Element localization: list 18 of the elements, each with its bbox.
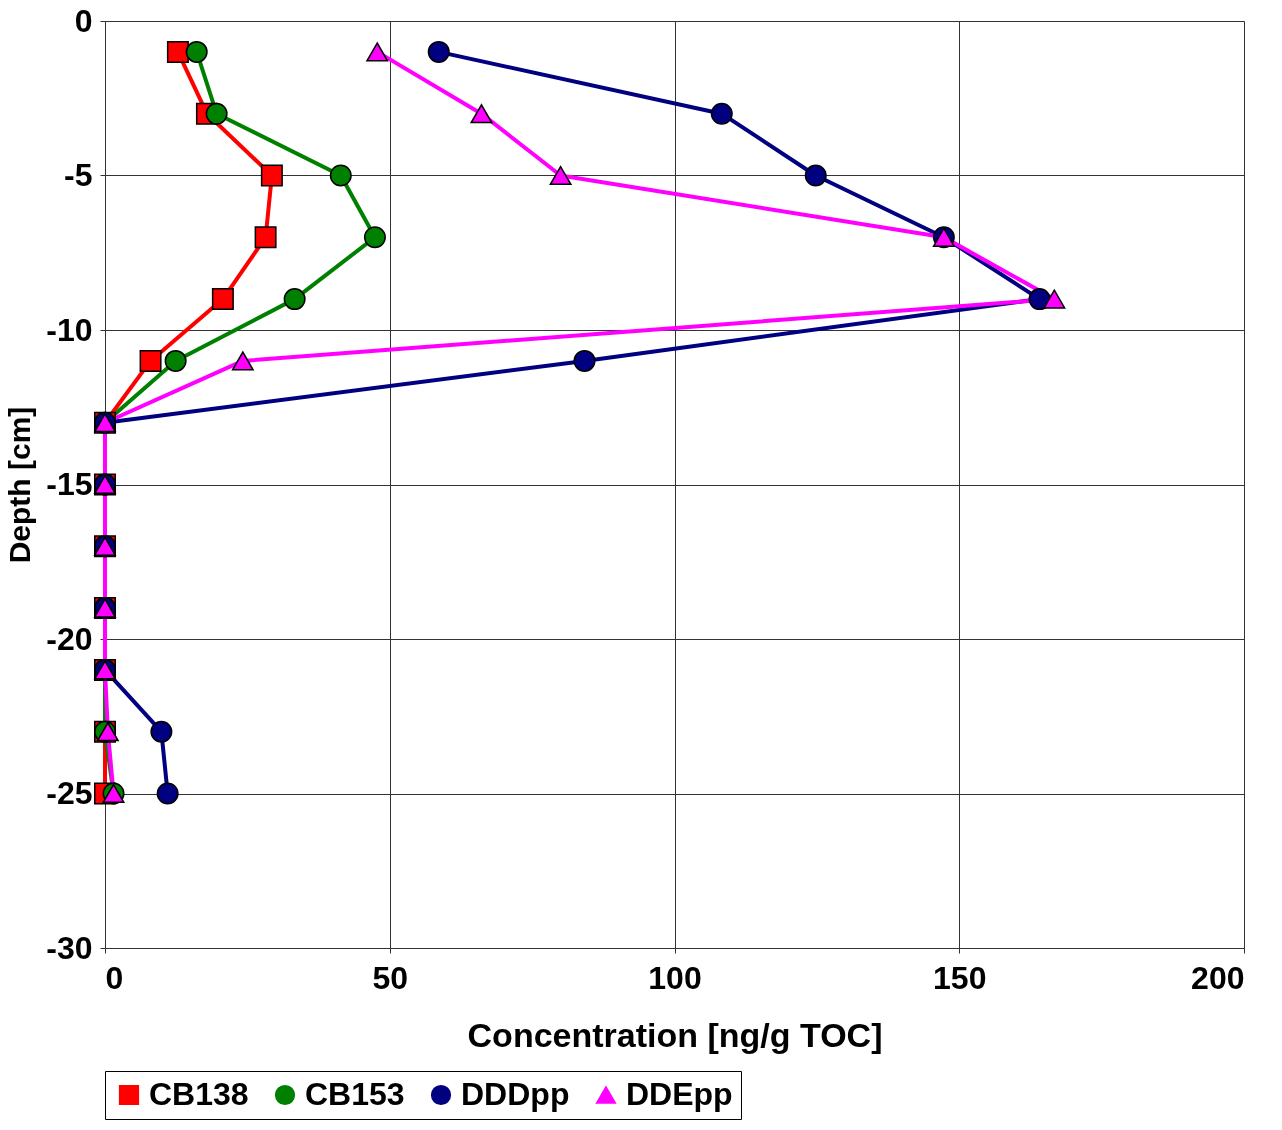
y-tick-label: -5: [64, 157, 93, 193]
x-tick-label: 0: [105, 959, 124, 996]
y-tick-label: -25: [46, 775, 93, 811]
y-tick-label: 0: [74, 2, 93, 39]
y-axis-title: Depth [cm]: [3, 406, 37, 564]
y-tick-label: -15: [46, 466, 93, 502]
x-tick-label: 150: [933, 959, 987, 996]
legend-label: DDEpp: [626, 1076, 733, 1112]
legend-label: CB153: [305, 1076, 405, 1112]
legend-label: CB138: [149, 1076, 249, 1112]
y-tick-label: -10: [46, 311, 93, 348]
x-axis-title: Concentration [ng/g TOC]: [467, 1015, 883, 1054]
x-tick-label: 50: [372, 959, 409, 996]
x-tick-label: 200: [1191, 959, 1245, 996]
y-tick-label: -30: [46, 929, 93, 966]
x-tick-label: 100: [648, 959, 702, 996]
y-tick-label: -20: [46, 620, 93, 657]
legend-label: DDDpp: [461, 1076, 570, 1112]
